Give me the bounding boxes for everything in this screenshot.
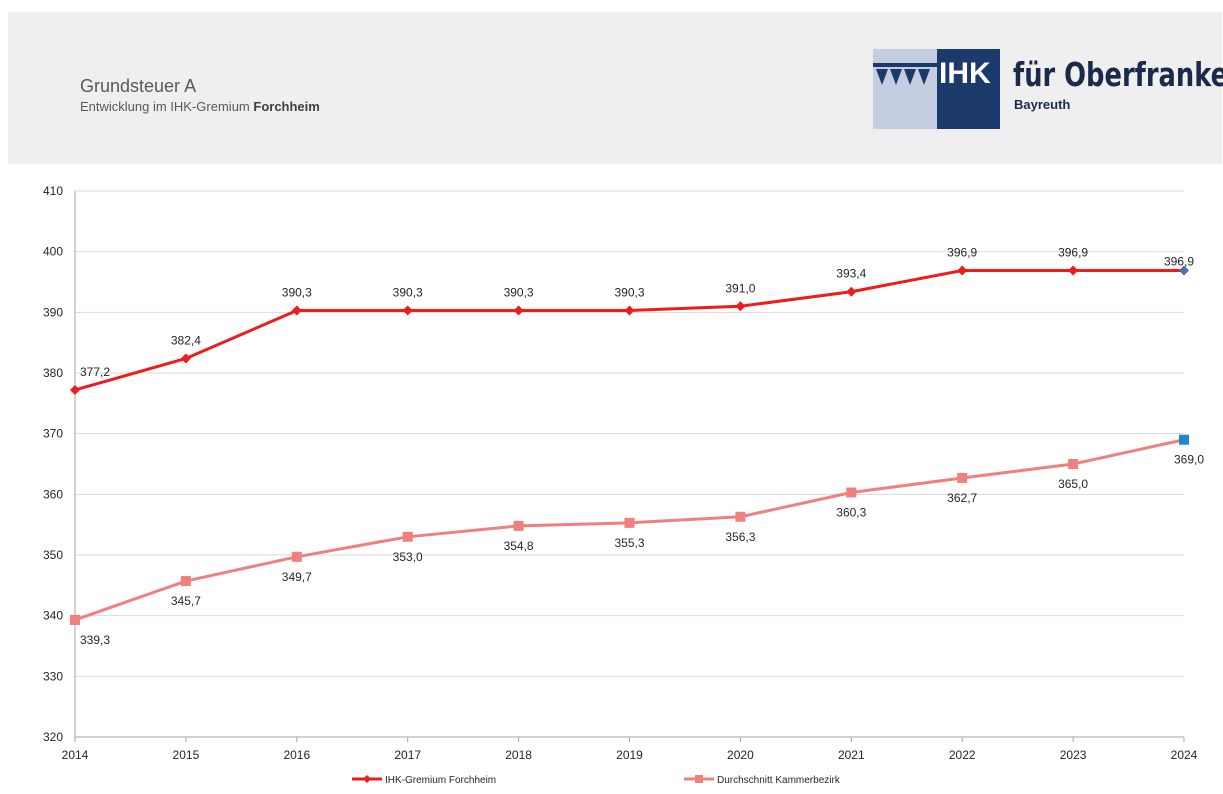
data-point <box>846 286 857 297</box>
x-tick-label: 2023 <box>1060 748 1087 762</box>
data-label: 354,8 <box>504 539 534 553</box>
data-label: 396,9 <box>1164 254 1194 268</box>
data-label: 339,3 <box>80 633 110 647</box>
y-tick-label: 380 <box>43 366 63 380</box>
data-point <box>1068 265 1079 276</box>
data-point <box>513 305 524 316</box>
ihk-logo: IHK für Oberfranken Bayreuth <box>873 49 1223 129</box>
data-point <box>402 531 413 542</box>
header-band <box>8 12 1222 164</box>
data-point <box>624 517 635 528</box>
x-tick-label: 2018 <box>505 748 532 762</box>
data-label: 390,3 <box>504 286 534 300</box>
y-tick-label: 330 <box>43 669 63 683</box>
data-point <box>1068 459 1079 469</box>
data-point <box>291 551 302 562</box>
logo-sub: Bayreuth <box>1014 97 1071 112</box>
x-tick-label: 2019 <box>616 748 643 762</box>
data-label: 369,0 <box>1174 453 1204 467</box>
data-label: 396,9 <box>1058 245 1088 259</box>
data-label: 390,3 <box>614 286 644 300</box>
y-tick-label: 340 <box>43 609 63 623</box>
data-label: 390,3 <box>282 286 312 300</box>
x-tick-label: 2024 <box>1171 748 1198 762</box>
data-point <box>846 487 857 498</box>
x-tick-label: 2015 <box>173 748 200 762</box>
chart-subtitle: Entwicklung im IHK-Gremium Forchheim <box>80 99 320 114</box>
data-point <box>180 353 191 364</box>
y-tick-label: 370 <box>43 427 63 441</box>
y-tick-label: 320 <box>43 730 63 744</box>
data-point <box>180 576 191 587</box>
x-tick-label: 2014 <box>62 748 89 762</box>
y-tick-label: 410 <box>43 184 63 198</box>
legend-marker <box>695 775 703 783</box>
data-label: 396,9 <box>947 245 977 259</box>
x-tick-label: 2017 <box>394 748 421 762</box>
data-label: 349,7 <box>282 570 312 584</box>
y-tick-label: 360 <box>43 487 63 501</box>
legend-label: IHK-Gremium Forchheim <box>385 775 496 786</box>
chart-title: Grundsteuer A <box>80 76 197 96</box>
x-tick-label: 2022 <box>949 748 976 762</box>
subtitle-bold: Forchheim <box>253 99 320 114</box>
data-point <box>291 305 302 316</box>
legend-marker <box>363 775 371 783</box>
x-tick-label: 2021 <box>838 748 865 762</box>
logo-light-block <box>873 49 937 129</box>
data-label: 360,3 <box>836 506 866 520</box>
logo-pennant-icon <box>873 63 937 85</box>
data-point <box>957 472 968 483</box>
legend-label: Durchschnitt Kammerbezirk <box>717 775 841 786</box>
data-label: 362,7 <box>947 491 977 505</box>
data-point <box>624 305 635 316</box>
data-point <box>1179 434 1189 445</box>
data-point <box>70 614 80 625</box>
data-label: 355,3 <box>614 536 644 550</box>
data-label: 353,0 <box>393 550 423 564</box>
y-tick-label: 390 <box>43 305 63 319</box>
data-label: 365,0 <box>1058 477 1088 491</box>
y-tick-label: 350 <box>43 548 63 562</box>
data-point <box>735 511 746 522</box>
logo-dark-block <box>937 49 1000 129</box>
data-point <box>1179 265 1189 276</box>
data-label: 382,4 <box>171 333 201 347</box>
x-tick-label: 2020 <box>727 748 754 762</box>
data-label: 391,0 <box>725 281 755 295</box>
subtitle-prefix: Entwicklung im IHK-Gremium <box>80 99 254 114</box>
data-point <box>735 301 746 312</box>
y-tick-label: 400 <box>43 245 63 259</box>
series-line <box>74 438 1185 622</box>
data-label: 345,7 <box>171 594 201 608</box>
data-label: 390,3 <box>393 286 423 300</box>
x-tick-label: 2016 <box>283 748 310 762</box>
logo-mark: IHK <box>939 57 991 90</box>
data-point <box>70 384 80 395</box>
data-label: 356,3 <box>725 530 755 544</box>
data-label: 377,2 <box>80 365 110 379</box>
data-point <box>513 520 524 531</box>
logo-name: für Oberfranken <box>1013 55 1223 94</box>
data-point <box>402 305 413 316</box>
data-point <box>957 265 968 276</box>
data-label: 393,4 <box>836 267 866 281</box>
